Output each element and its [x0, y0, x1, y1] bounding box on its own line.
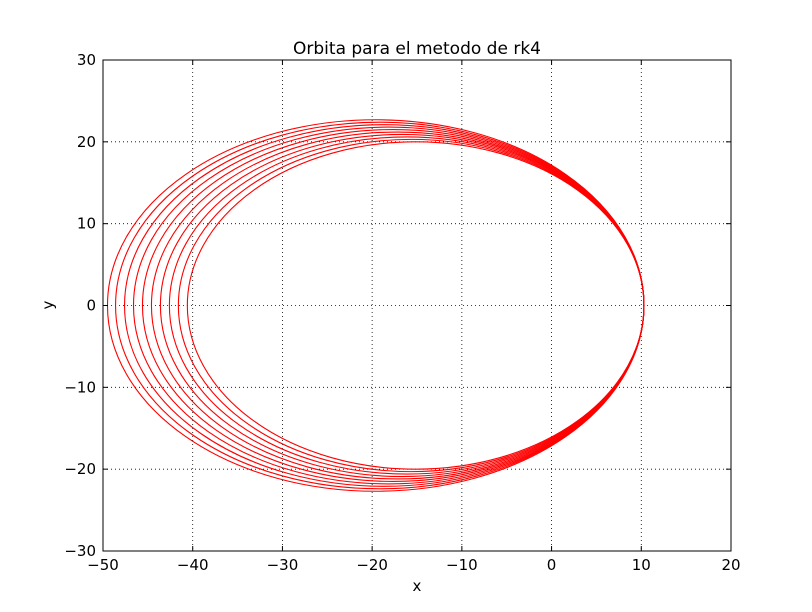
chart-title: Orbita para el metodo de rk4	[293, 39, 541, 59]
y-tick-label: 10	[77, 215, 96, 233]
x-tick-label: −50	[87, 556, 119, 574]
y-tick-label: −30	[64, 542, 96, 560]
x-tick-label: −30	[267, 556, 299, 574]
ticks: −50 −40 −30 −20 −10 0 10 20 −30 −20 −10 0 10 20 30	[64, 51, 740, 574]
x-axis-label: x	[413, 577, 422, 595]
x-tick-label: 0	[547, 556, 557, 574]
x-tick-label: −40	[177, 556, 209, 574]
y-tick-label: 20	[77, 133, 96, 151]
y-tick-label: −20	[64, 460, 96, 478]
x-tick-label: 10	[632, 556, 651, 574]
plot-area	[103, 60, 731, 551]
y-tick-label: 0	[86, 297, 96, 315]
y-tick-label: −10	[64, 378, 96, 396]
x-tick-label: −10	[446, 556, 478, 574]
y-axis-label: y	[39, 300, 57, 309]
x-tick-label: −20	[356, 556, 388, 574]
x-tick-label: 20	[721, 556, 740, 574]
y-tick-label: 30	[77, 51, 96, 69]
